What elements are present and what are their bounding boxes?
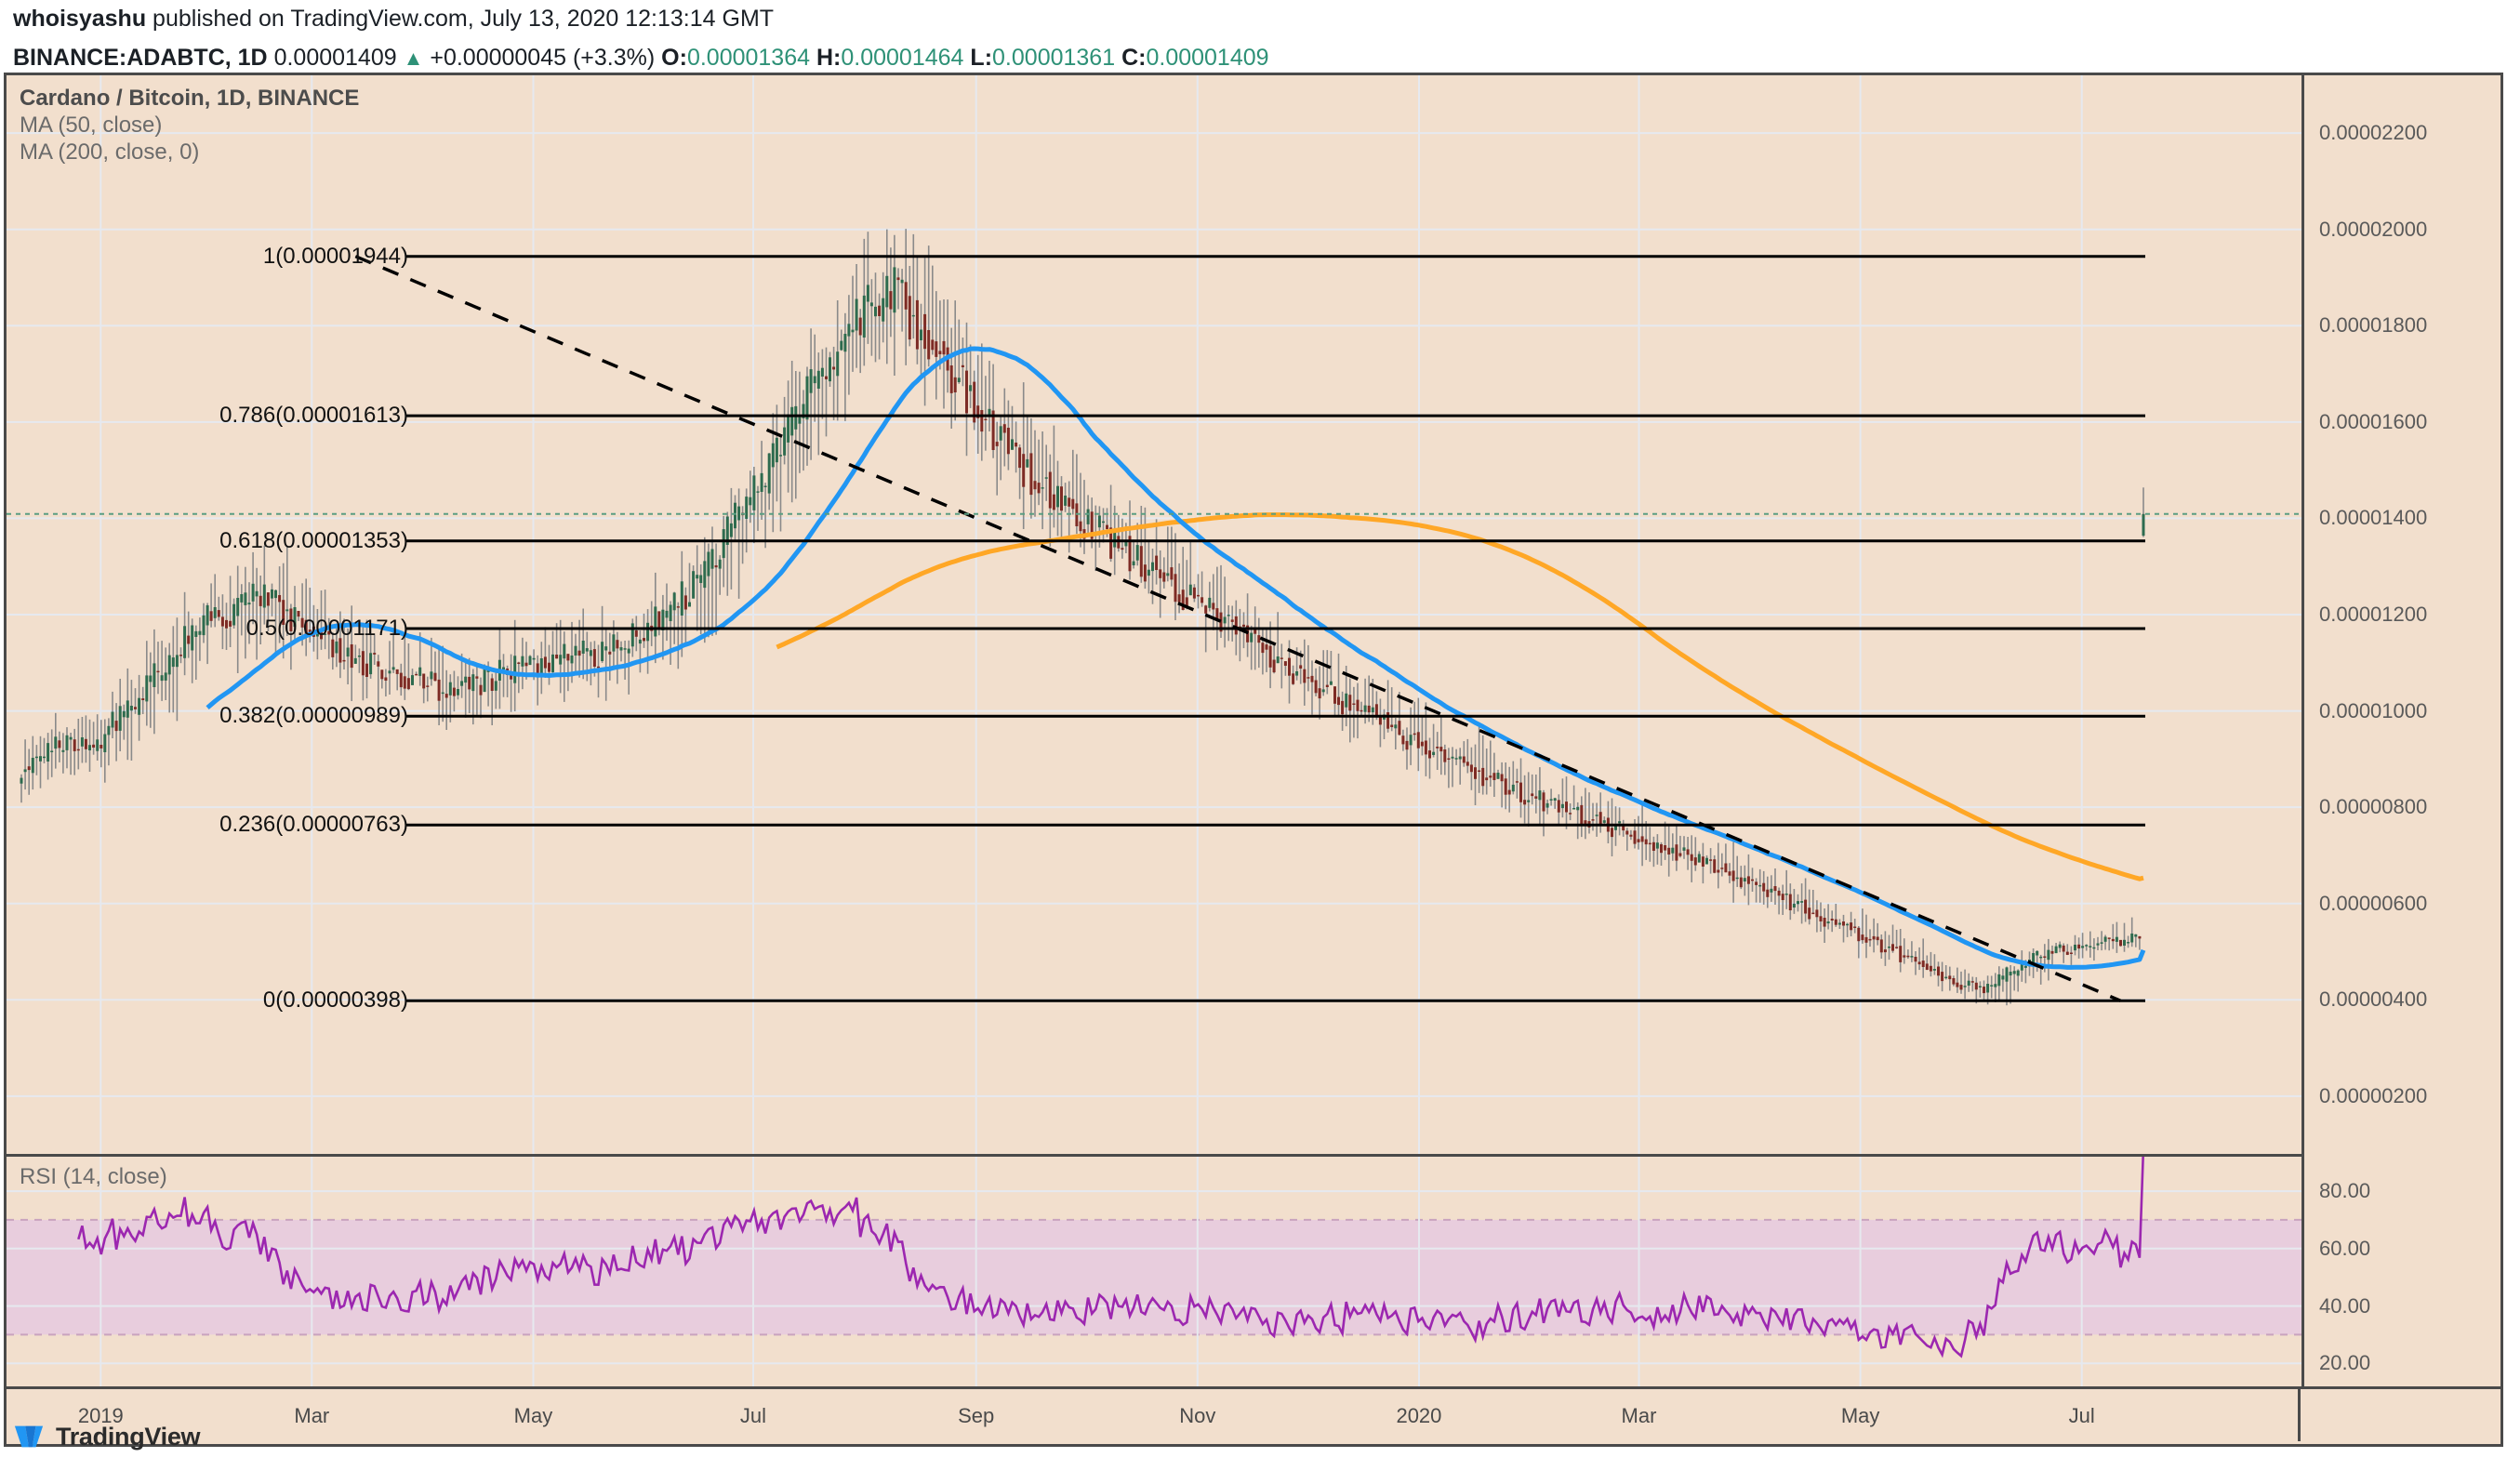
rsi-axis-tick: 60.00 xyxy=(2319,1236,2371,1260)
open-label: O: xyxy=(661,45,687,71)
price-axis-tick: 0.00000400 xyxy=(2319,987,2428,1012)
low-value: 0.00001361 xyxy=(992,45,1116,71)
price-axis-tick: 0.00001200 xyxy=(2319,603,2428,626)
time-axis-tick: Mar xyxy=(1621,1404,1657,1427)
price-axis-tick: 0.00001000 xyxy=(2319,698,2428,722)
brand-name: TradingView xyxy=(56,1422,201,1451)
price-axis-tick: 0.00002000 xyxy=(2319,217,2428,241)
high-label: H: xyxy=(816,45,842,71)
footer-branding: TradingView xyxy=(13,1421,201,1452)
chart-legend: Cardano / Bitcoin, 1D, BINANCE MA (50, c… xyxy=(20,85,359,166)
publication-line: whoisyashu published on TradingView.com,… xyxy=(13,6,774,33)
high-value: 0.00001464 xyxy=(841,45,964,71)
published-text: published on TradingView.com, July 13, 2… xyxy=(153,6,775,32)
low-label: L: xyxy=(970,45,993,71)
price-pane[interactable]: Cardano / Bitcoin, 1D, BINANCE MA (50, c… xyxy=(7,75,2301,1154)
author-name: whoisyashu xyxy=(13,6,147,32)
price-axis-tick: 0.00001600 xyxy=(2319,409,2428,433)
open-value: 0.00001364 xyxy=(686,45,811,71)
pane-separator xyxy=(7,1154,2301,1157)
rsi-chart-svg xyxy=(7,1157,2301,1386)
ticker-symbol: BINANCE:ADABTC, 1D xyxy=(13,45,268,71)
rsi-axis[interactable]: 80.00 60.00 40.00 20.00 xyxy=(2304,1157,2503,1386)
fib-level-label: 0.618(0.00001353) xyxy=(219,527,408,553)
rsi-pane[interactable]: RSI (14, close) xyxy=(7,1157,2301,1386)
tradingview-logo-icon xyxy=(14,1425,44,1448)
time-axis-tick: 2019 xyxy=(77,1404,124,1427)
fib-level-label: 0.5(0.00001171) xyxy=(245,616,408,642)
rsi-axis-tick: 80.00 xyxy=(2319,1179,2371,1203)
fib-level-label: 1(0.00001944) xyxy=(262,243,408,269)
close-label: C: xyxy=(1121,45,1147,71)
axis-divider xyxy=(2301,75,2304,1386)
time-axis-tick: 2020 xyxy=(1396,1404,1442,1427)
rsi-axis-tick: 40.00 xyxy=(2319,1293,2371,1318)
fib-level-label: 0(0.00000398) xyxy=(262,987,408,1014)
price-axis-tick: 0.00000200 xyxy=(2319,1083,2428,1107)
legend-title: Cardano / Bitcoin, 1D, BINANCE xyxy=(20,86,360,111)
ticker-quote-line: BINANCE:ADABTC, 1D 0.00001409 ▲ +0.00000… xyxy=(13,45,1269,72)
fib-level-label: 0.382(0.00000989) xyxy=(219,703,408,729)
time-axis-divider xyxy=(2298,1389,2301,1441)
close-value: 0.00001409 xyxy=(1146,45,1269,71)
chart-frame: Cardano / Bitcoin, 1D, BINANCE MA (50, c… xyxy=(4,73,2503,1389)
time-axis-tick: May xyxy=(513,1404,553,1427)
price-axis-tick: 0.00001800 xyxy=(2319,313,2428,338)
legend-ma-fast: MA (50, close) xyxy=(20,113,163,138)
legend-rsi: RSI (14, close) xyxy=(20,1164,167,1189)
last-price: 0.00001409 xyxy=(273,45,397,71)
price-change: +0.00000045 (+3.3%) xyxy=(430,45,656,71)
price-axis-tick: 0.00000800 xyxy=(2319,795,2428,819)
time-axis-tick: Nov xyxy=(1179,1404,1216,1427)
price-axis-tick: 0.00000600 xyxy=(2319,891,2428,915)
fib-level-label: 0.236(0.00000763) xyxy=(219,812,408,838)
time-axis-tick: Jul xyxy=(2068,1404,2095,1427)
fib-level-label: 0.786(0.00001613) xyxy=(219,403,408,429)
up-triangle-icon: ▲ xyxy=(403,46,424,70)
price-axis-tick: 0.00001400 xyxy=(2319,506,2428,530)
price-axis-tick: 0.00002200 xyxy=(2319,121,2428,145)
time-axis-tick: Sep xyxy=(958,1404,995,1427)
price-chart-svg xyxy=(7,75,2301,1154)
rsi-axis-tick: 20.00 xyxy=(2319,1351,2371,1375)
time-axis-tick: Jul xyxy=(739,1404,767,1427)
price-axis[interactable]: 0.00002200 0.00002000 0.00001800 0.00001600… xyxy=(2304,75,2503,1154)
time-axis-tick: May xyxy=(1840,1404,1880,1427)
legend-ma-slow: MA (200, close, 0) xyxy=(20,139,200,165)
time-axis-tick: Mar xyxy=(294,1404,330,1427)
time-axis[interactable]: 2019 Mar May Jul Sep Nov 2020 Mar May Jul xyxy=(4,1389,2503,1447)
